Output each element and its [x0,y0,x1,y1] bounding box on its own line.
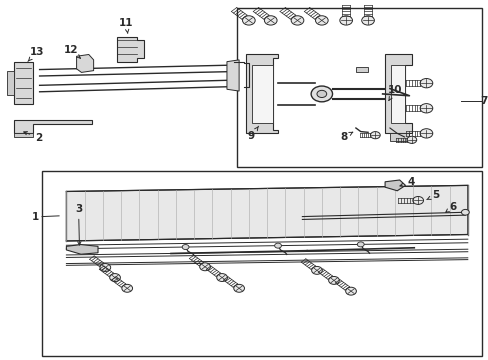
Polygon shape [66,244,98,254]
Circle shape [122,284,132,292]
Text: 6: 6 [445,202,456,212]
Polygon shape [252,65,273,123]
Polygon shape [66,185,467,241]
Circle shape [274,243,281,248]
Text: 11: 11 [119,18,133,33]
Circle shape [406,136,416,143]
Circle shape [370,132,380,139]
Circle shape [419,104,432,113]
Polygon shape [226,60,239,91]
Text: 3: 3 [75,204,82,245]
Polygon shape [117,37,144,62]
Polygon shape [14,62,33,104]
Circle shape [233,284,244,292]
Text: 1: 1 [32,212,39,221]
Polygon shape [389,134,408,140]
Text: 13: 13 [28,46,44,62]
Polygon shape [385,54,411,134]
Circle shape [242,16,255,25]
Circle shape [419,78,432,88]
Text: 12: 12 [64,45,80,58]
Circle shape [199,263,210,271]
Polygon shape [246,54,278,134]
Polygon shape [14,120,92,134]
Circle shape [109,274,120,282]
Circle shape [419,129,432,138]
Text: 9: 9 [247,126,258,141]
Text: 10: 10 [387,85,401,100]
Circle shape [339,16,352,25]
Polygon shape [7,71,14,95]
Circle shape [182,244,189,249]
Circle shape [264,16,277,25]
Circle shape [216,274,227,282]
Circle shape [315,16,327,25]
Bar [42,171,482,356]
Circle shape [100,264,110,271]
Circle shape [310,86,332,102]
Circle shape [316,90,326,98]
Circle shape [461,210,468,215]
Text: 8: 8 [340,132,352,142]
Text: 4: 4 [399,177,414,187]
Polygon shape [385,180,405,191]
Text: 2: 2 [24,131,42,143]
Polygon shape [390,65,404,123]
Polygon shape [14,134,33,137]
Circle shape [290,16,303,25]
Circle shape [412,197,423,204]
Circle shape [345,287,356,295]
Text: 5: 5 [426,190,438,201]
Polygon shape [77,54,93,72]
Polygon shape [355,67,367,72]
Circle shape [311,266,322,274]
Circle shape [328,276,339,284]
Text: 7: 7 [479,96,487,106]
Circle shape [361,16,374,25]
Circle shape [357,242,364,247]
Bar [236,8,482,167]
